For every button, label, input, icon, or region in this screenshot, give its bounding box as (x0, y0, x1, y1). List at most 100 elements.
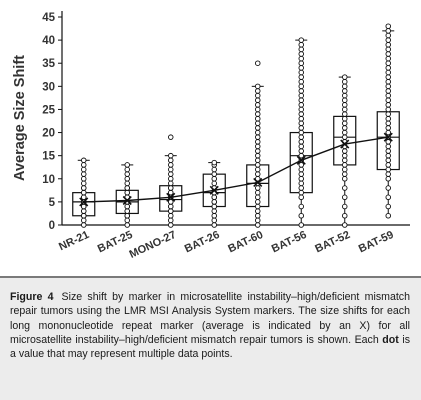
data-point (298, 92, 305, 99)
data-point (385, 60, 392, 66)
x-tick-label: BAT-26 (183, 229, 222, 256)
data-point (254, 199, 261, 205)
data-point (167, 134, 174, 140)
data-point (298, 51, 305, 57)
data-point (298, 97, 305, 103)
data-point (298, 176, 305, 182)
data-point (124, 213, 130, 219)
data-point (167, 176, 174, 182)
data-point (342, 171, 348, 177)
y-tick-label: 10 (42, 174, 55, 186)
data-point (254, 208, 261, 214)
data-point (298, 134, 305, 140)
data-point (254, 162, 261, 168)
data-point (254, 134, 261, 140)
mean-trend-line (83, 136, 389, 203)
data-point (254, 171, 261, 177)
data-point (385, 23, 392, 29)
data-point (298, 46, 305, 53)
caption-text: Figure 4 Size shift by marker in microsat… (10, 290, 410, 361)
data-point (385, 125, 392, 131)
data-point (385, 185, 392, 191)
data-point (80, 208, 87, 214)
data-point (167, 166, 174, 173)
data-point (298, 41, 305, 48)
data-point (385, 115, 392, 122)
data-point (342, 106, 348, 113)
y-tick-label: 30 (42, 81, 55, 93)
data-point (167, 217, 174, 224)
y-tick-label: 40 (42, 35, 55, 47)
data-point (385, 106, 392, 113)
data-point (385, 203, 392, 210)
data-point (298, 78, 305, 85)
data-point (254, 120, 261, 127)
data-point (254, 115, 261, 122)
data-point (211, 159, 217, 166)
data-point (298, 222, 305, 228)
caption-bold-word: dot (382, 333, 399, 346)
data-point (167, 199, 174, 205)
data-point (211, 176, 217, 182)
data-point (254, 203, 261, 210)
data-point (211, 217, 217, 224)
mean-marker (79, 197, 89, 207)
y-tick-label: 20 (42, 128, 55, 140)
y-tick-label: 25 (42, 104, 55, 116)
data-point (124, 222, 130, 228)
data-point (254, 143, 261, 150)
data-point (342, 92, 348, 99)
data-point (298, 120, 305, 127)
data-point (254, 148, 261, 154)
data-point (80, 222, 87, 228)
data-point (342, 125, 348, 131)
data-point (342, 152, 348, 159)
data-point (385, 111, 392, 117)
figure-label: Figure 4 (10, 291, 54, 303)
x-tick-label: NR-21 (57, 229, 91, 253)
data-point (167, 185, 174, 191)
data-point (298, 55, 305, 62)
data-point (298, 106, 305, 113)
data-point (385, 37, 392, 43)
data-point (254, 106, 261, 113)
data-point (254, 88, 261, 94)
data-point (124, 166, 130, 173)
data-point (80, 180, 87, 187)
caption-body: Size shift by marker in microsatellite i… (10, 291, 410, 346)
data-point (254, 213, 261, 219)
data-point (385, 166, 392, 173)
data-point (298, 60, 305, 66)
data-point (254, 185, 261, 191)
data-point (342, 134, 348, 140)
data-point (167, 180, 174, 187)
data-point (124, 176, 130, 182)
data-point (385, 148, 392, 154)
data-point (80, 171, 87, 177)
data-point (385, 143, 392, 150)
x-tick-label: BAT-52 (313, 229, 352, 256)
data-point (342, 129, 348, 136)
data-point (211, 222, 217, 228)
data-point (80, 176, 87, 182)
x-tick-label: MONO-27 (128, 229, 179, 261)
data-point (298, 74, 305, 80)
data-point (385, 97, 392, 103)
data-point (342, 78, 348, 85)
data-point (385, 88, 392, 94)
data-point (298, 83, 305, 90)
data-point (298, 152, 305, 159)
data-point (385, 41, 392, 48)
x-tick-label: BAT-60 (226, 229, 265, 256)
data-point (124, 185, 130, 191)
data-point (385, 171, 392, 177)
y-axis-label: Average Size Shift (12, 55, 28, 181)
data-point (342, 115, 348, 122)
data-point (254, 222, 261, 228)
data-point (211, 194, 217, 201)
data-point (342, 213, 348, 219)
x-tick-label: BAT-56 (270, 229, 309, 256)
data-point (385, 120, 392, 127)
data-point (298, 148, 305, 154)
